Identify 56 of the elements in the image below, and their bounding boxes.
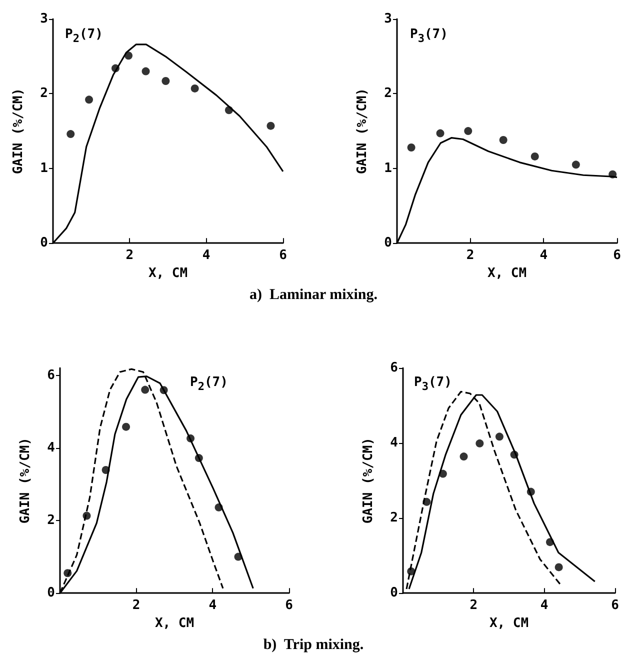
- x-tick-label: 6: [279, 248, 288, 264]
- point: [141, 386, 150, 394]
- y-axis-title: GAIN (%/CM): [355, 88, 370, 174]
- text: b) Trip mixing.: [262, 637, 365, 654]
- point: [85, 96, 94, 104]
- x-tick-label: 6: [285, 598, 294, 614]
- point: [407, 143, 416, 152]
- point: [66, 130, 75, 138]
- y-tick-label: 0: [40, 236, 48, 251]
- x-tick-label: 2: [132, 598, 140, 614]
- point: [572, 160, 580, 169]
- y-tick-label: 2: [47, 512, 55, 528]
- point: [476, 439, 484, 448]
- x-tick-label: 2: [470, 598, 478, 614]
- y-tick-label: 3: [40, 12, 48, 26]
- y-tick-label: 4: [47, 440, 56, 456]
- y-tick-label: 3: [384, 12, 392, 26]
- x-tick-label: 4: [540, 598, 548, 614]
- point: [122, 422, 130, 431]
- x-tick-label: 6: [611, 598, 620, 614]
- point: [266, 122, 275, 130]
- point: [530, 152, 539, 160]
- point: [460, 452, 468, 461]
- point: [495, 432, 504, 441]
- x-axis-title: X, CM: [148, 266, 188, 281]
- y-tick-label: 0: [47, 586, 56, 601]
- x-tick-label: 2: [466, 248, 474, 264]
- x-axis-title: X, CM: [489, 616, 529, 631]
- y-tick-label: 2: [384, 86, 392, 102]
- y-tick-label: 1: [384, 160, 392, 176]
- point: [162, 77, 170, 85]
- y-tick-label: 2: [40, 86, 48, 102]
- x-tick-label: 6: [613, 248, 622, 264]
- y-tick-label: 0: [390, 586, 398, 601]
- y-tick-label: 0: [384, 236, 392, 251]
- y-tick-label: 2: [390, 510, 398, 526]
- y-axis-title: GAIN (%/CM): [11, 88, 26, 174]
- point: [554, 563, 563, 572]
- x-tick-label: 4: [540, 248, 548, 264]
- x-tick-label: 4: [208, 598, 217, 614]
- x-axis-title: X, CM: [154, 616, 194, 631]
- y-tick-label: 6: [47, 368, 56, 383]
- x-axis-title: X, CM: [487, 266, 527, 281]
- x-tick-label: 2: [126, 248, 134, 264]
- point: [190, 84, 199, 92]
- text: a) Laminar mixing.: [248, 287, 379, 304]
- point: [464, 127, 472, 136]
- point: [499, 136, 508, 144]
- point: [436, 129, 444, 138]
- x-tick-label: 4: [202, 248, 210, 264]
- y-axis-title: GAIN (%/CM): [18, 438, 33, 524]
- y-tick-label: 6: [390, 360, 398, 376]
- y-tick-label: 4: [390, 436, 398, 451]
- y-tick-label: 1: [40, 160, 48, 176]
- y-axis-title: GAIN (%/CM): [361, 438, 376, 524]
- point: [142, 67, 150, 76]
